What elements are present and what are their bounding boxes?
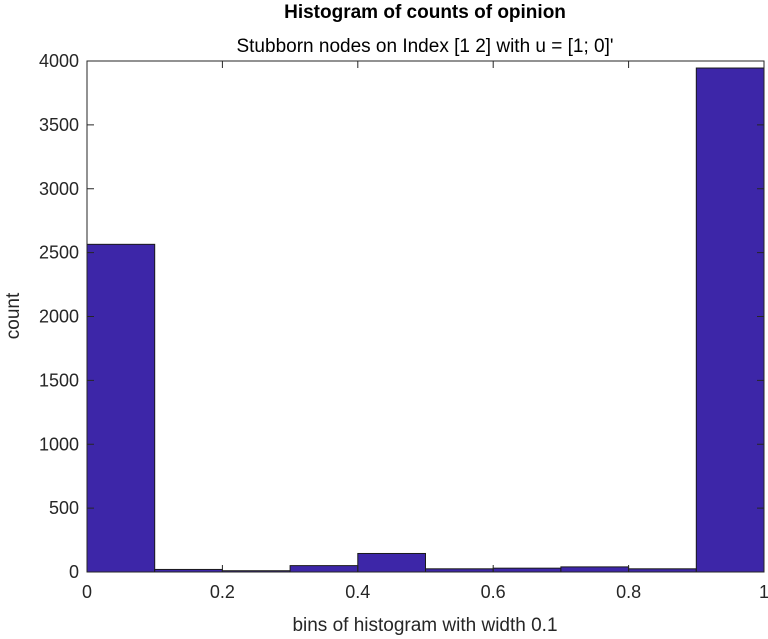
x-tick-label: 0.4 — [345, 582, 370, 602]
y-tick-label: 4000 — [39, 51, 79, 71]
chart-title: Histogram of counts of opinion — [284, 2, 566, 23]
histogram-bar — [289, 565, 359, 573]
bars-layer — [86, 67, 765, 573]
histogram-bar — [86, 243, 156, 573]
y-ticks-layer: 0 500 1000 1500 2000 2500 3000 3500 4000 — [39, 51, 764, 582]
y-tick-label: 2000 — [39, 307, 79, 327]
histogram-bar — [357, 552, 426, 573]
histogram-bar — [560, 566, 630, 573]
x-axis-label: bins of histogram with width 0.1 — [292, 615, 557, 636]
y-tick-label: 3500 — [39, 115, 79, 135]
histogram-bar — [695, 67, 765, 573]
x-tick-label: 0.8 — [616, 582, 641, 602]
y-tick-label: 0 — [69, 562, 79, 582]
plot-area-box — [86, 60, 765, 573]
x-tick-label: 1 — [759, 582, 768, 602]
histogram-bar — [492, 567, 562, 573]
y-tick-label: 3000 — [39, 179, 79, 199]
y-axis-label: count — [3, 292, 24, 339]
y-tick-label: 1500 — [39, 370, 79, 390]
x-tick-label: 0 — [82, 582, 92, 602]
y-tick-label: 1000 — [39, 434, 79, 454]
y-tick-label: 2500 — [39, 243, 79, 263]
x-ticks-layer: 0 0.2 0.4 0.6 0.8 1 — [82, 61, 768, 602]
y-tick-label: 500 — [49, 498, 79, 518]
chart-subtitle: Stubborn nodes on Index [1 2] with u = [… — [236, 36, 613, 57]
x-tick-label: 0.6 — [481, 582, 506, 602]
x-tick-label: 0.2 — [210, 582, 235, 602]
